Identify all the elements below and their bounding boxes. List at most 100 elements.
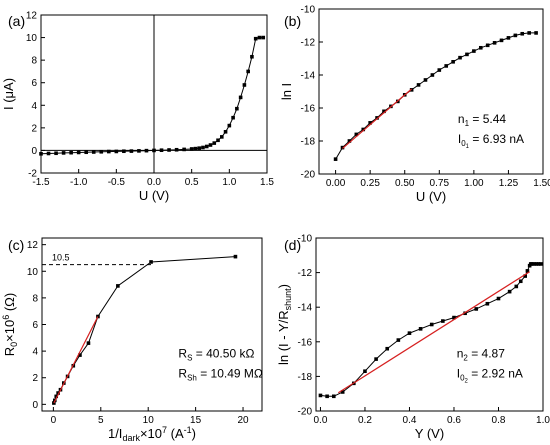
panel-2-y-tick-label: -16 — [301, 104, 316, 115]
panel-1-data-point — [223, 130, 228, 134]
panel-2-data-point — [485, 43, 490, 48]
panel-2-annotation-2-value: = 6.93 nA — [469, 132, 524, 146]
panel-1-data-point — [212, 141, 217, 145]
panel-1-data-point — [231, 115, 235, 120]
panel-4-data-point — [530, 262, 534, 266]
panel-1-data-point — [257, 35, 262, 40]
panel-1-data-point — [69, 150, 73, 155]
panel-4-x-axis-label-text: Y (V) — [415, 426, 444, 441]
panel-1-label: (a) — [8, 13, 25, 29]
panel-2-data-point — [437, 68, 442, 72]
panel-3-annotation-2: RSh = 10.49 MΩ — [178, 366, 263, 382]
panel-4-y-tick-label: -20 — [298, 407, 313, 418]
panel-1-y-tick-label: 2 — [31, 123, 37, 134]
panel-3-x-axis-label-rest: ×10 — [140, 426, 162, 441]
panel-3-y-axis-label-unit: (Ω) — [2, 293, 17, 315]
panel-1-y-tick-label: 8 — [31, 56, 37, 67]
panel-4-data-point — [525, 269, 530, 273]
panel-2-data-point — [340, 145, 345, 150]
panel-4-data-point — [534, 262, 539, 266]
panel-1-data-point — [129, 149, 134, 153]
panel-4-data-point — [318, 393, 323, 398]
panel-3-y-tick-label: 0 — [32, 400, 38, 411]
panel-4-data-point — [441, 319, 445, 323]
panel-4-data-point — [332, 394, 336, 399]
panel-1-data-point — [159, 148, 164, 153]
panel-3-data-point — [54, 394, 59, 399]
panel-2-data-point — [492, 41, 497, 45]
panel-3-annotation-1-main: R — [178, 346, 187, 360]
panel-3-x-axis-label-sub: dark — [122, 433, 140, 443]
panel-2-data-point — [520, 31, 525, 36]
panel-2-data-point — [534, 31, 538, 35]
panel-4-data-point — [474, 307, 479, 311]
panel-3-annotation-2-main: R — [178, 366, 187, 380]
panel-4-annotation-1-sub: 2 — [463, 353, 468, 362]
panel-3-annotation-1-value: = 40.50 kΩ — [192, 346, 254, 360]
panel-3-y-axis-label-text: R — [2, 347, 17, 356]
panel-2-data-point — [465, 52, 469, 57]
panel-2-data-point — [527, 31, 531, 35]
panel-2-y-tick-label: -14 — [301, 71, 316, 82]
panel-1-x-axis-label-text: U (V) — [139, 188, 169, 203]
panel-4-x-tick-label: 1.0 — [536, 415, 550, 426]
panel-3-y-axis-label: R0×106 (Ω) — [1, 293, 19, 356]
panel-3-label: (c) — [8, 237, 24, 253]
panel-2-y-axis-label: ln I — [279, 83, 294, 100]
panel-3-data-point — [149, 260, 153, 264]
panel-3-annotation-2-sub: Sh — [187, 373, 197, 382]
panel-2-x-tick-label: 0.25 — [360, 178, 380, 189]
panel-2-data-point — [368, 121, 372, 125]
panel-1-y-axis-label: I (μA) — [1, 78, 16, 110]
panel-4-data-point — [514, 284, 519, 289]
panel-1-data-point — [54, 151, 58, 156]
panel-4-data-point — [429, 322, 434, 327]
panel-4-y-axis-label-sub: shunt — [283, 288, 293, 311]
panel-4-y-tick-label: -18 — [298, 372, 313, 383]
panel-1-data-point — [39, 152, 43, 156]
panel-4-data-point — [538, 262, 543, 266]
panel-1-data-point — [61, 151, 66, 155]
panel-4-y-axis-label-text: ln (I - Y/R — [276, 310, 291, 365]
panel-1-x-tick-label: 0.5 — [185, 177, 199, 188]
panel-1-data-point — [246, 69, 250, 74]
panel-4-data-point — [532, 262, 536, 266]
panel-2-data-point — [444, 64, 449, 68]
panel-1-data-point — [261, 35, 266, 40]
panel-2-data-point — [499, 38, 504, 43]
panel-1-y-tick-label: 12 — [26, 11, 38, 22]
panel-4-data-point — [536, 262, 541, 266]
panel-4-annotation-2-sub: 0 — [460, 373, 465, 382]
panel-3-annotation-2-value: = 10.49 MΩ — [197, 366, 263, 380]
panel-1-data-point — [99, 149, 104, 154]
panel-2-y-tick-label: -12 — [301, 38, 316, 49]
panel-1-y-axis-label-text: I (μA) — [1, 78, 16, 110]
panel-4-annotation-2-subsub: 2 — [465, 378, 469, 384]
panel-1-x-tick-label: -1.5 — [32, 177, 50, 188]
panel-2-data-point — [347, 139, 352, 143]
panel-4-data-point — [485, 301, 490, 306]
panel-3-data-point — [116, 284, 120, 288]
panel-1-data-point — [167, 148, 171, 152]
panel-4-y-tick-label: -14 — [298, 303, 313, 314]
panel-1-data-point — [250, 54, 254, 59]
panel-4-x-tick-label: 0.4 — [403, 415, 417, 426]
panel-2-x-tick-label: 1.25 — [499, 178, 519, 189]
panel-3-x-axis-label: 1/Idark×107 (A-1) — [108, 425, 196, 443]
panel-1-data-point — [137, 149, 141, 153]
panel-1-data-point — [46, 151, 51, 156]
panel-4-x-axis-label: Y (V) — [415, 426, 444, 441]
panel-2-data-point — [354, 132, 359, 137]
panel-2-x-tick-label: 1.50 — [533, 178, 550, 189]
panel-3-y-axis-label-sub: 0 — [9, 342, 19, 347]
panel-1-data-point — [197, 146, 201, 150]
panel-3-y-tick-label: 4 — [32, 347, 38, 358]
panel-3-x-tick-label: 15 — [190, 415, 202, 426]
panel-4-data-point — [363, 369, 367, 374]
panel-1-data-point — [182, 147, 186, 152]
panel-2-data-point — [333, 157, 338, 161]
panel-1-y-tick-label: 10 — [26, 33, 38, 44]
panel-1-data-point — [238, 95, 243, 100]
panel-2: 0.00 0.25 0.50 0.75 1.00 1.25 1.50 -20 -18 -16 -14… — [279, 5, 550, 205]
